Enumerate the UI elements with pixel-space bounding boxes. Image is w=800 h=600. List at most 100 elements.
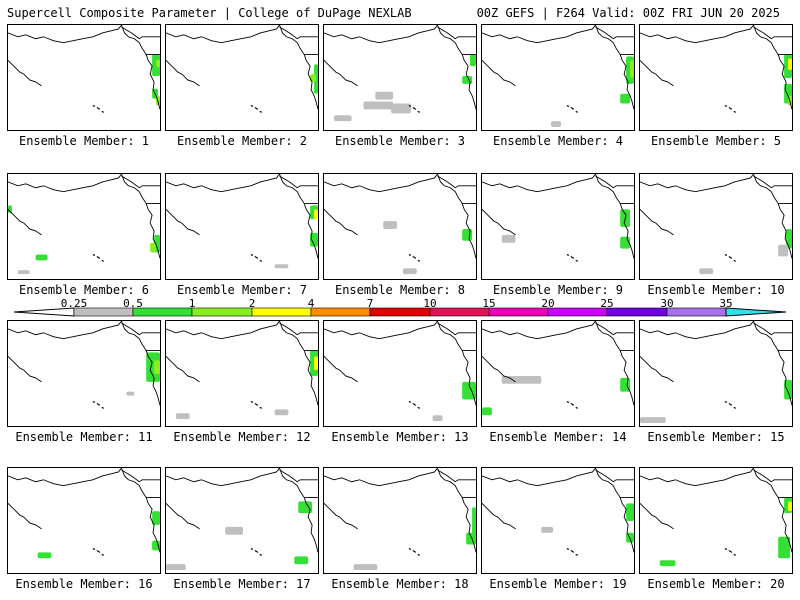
colorbar-tick-label: 30 <box>660 297 674 310</box>
coastline <box>121 174 160 259</box>
scp-field-area <box>274 264 289 269</box>
ensemble-member-label: Ensemble Member: 19 <box>489 577 627 591</box>
ensemble-member-label: Ensemble Member: 6 <box>18 283 150 297</box>
border-line <box>640 356 674 383</box>
border-line <box>640 209 674 236</box>
border-line <box>279 26 318 40</box>
hawaii-islands <box>566 547 579 556</box>
coastline <box>640 174 754 193</box>
border-line <box>166 209 200 236</box>
scp-field-area <box>640 417 666 424</box>
border-line <box>279 322 318 336</box>
border-line <box>482 60 516 87</box>
border-line <box>166 356 200 383</box>
scp-field-area <box>37 552 52 559</box>
coastline <box>753 174 792 259</box>
coastline <box>437 25 476 110</box>
hawaii-islands <box>408 104 421 113</box>
scp-field-area <box>788 58 792 71</box>
border-line <box>121 469 160 483</box>
border-line <box>753 26 792 40</box>
scp-field-area <box>156 59 160 68</box>
ensemble-map-6 <box>7 173 161 280</box>
ensemble-member-label: Ensemble Member: 12 <box>173 430 311 444</box>
colorbar-tick-label: 20 <box>541 297 555 310</box>
colorbar-tick-label: 0.5 <box>123 297 143 310</box>
hawaii-islands <box>250 104 263 113</box>
colorbar-segment <box>369 307 431 317</box>
ensemble-map-12 <box>165 320 319 427</box>
coastline <box>482 321 596 340</box>
scp-field-area <box>784 379 792 400</box>
ensemble-map-1 <box>7 24 161 131</box>
ensemble-member-label: Ensemble Member: 3 <box>334 134 466 148</box>
coastline <box>595 25 634 110</box>
ensemble-member-label: Ensemble Member: 9 <box>492 283 624 297</box>
scp-field-area <box>175 413 190 420</box>
coastline <box>8 468 122 487</box>
hawaii-islands <box>724 253 737 262</box>
colorbar-segment <box>310 307 371 317</box>
coastline <box>8 321 122 340</box>
ensemble-map-19 <box>481 467 635 574</box>
colorbar-high-arrow <box>725 307 787 317</box>
scp-field-area <box>466 532 476 545</box>
coastline <box>437 174 476 259</box>
ensemble-member-label: Ensemble Member: 18 <box>331 577 469 591</box>
scp-field-area <box>310 232 318 247</box>
scp-field-area <box>699 268 714 275</box>
colorbar-segment <box>429 307 490 317</box>
border-line <box>121 175 160 189</box>
coastline <box>279 468 318 553</box>
coastline <box>482 174 596 193</box>
ensemble-map-11 <box>7 320 161 427</box>
coastline <box>279 25 318 110</box>
ensemble-map-18 <box>323 467 477 574</box>
ensemble-member-label: Ensemble Member: 11 <box>15 430 153 444</box>
hawaii-islands <box>92 104 105 113</box>
border-line <box>324 60 358 87</box>
scp-field-area <box>353 564 378 571</box>
border-line <box>121 26 160 40</box>
border-line <box>482 356 516 383</box>
border-line <box>437 322 476 336</box>
colorbar-tick-label: 10 <box>423 297 437 310</box>
border-line <box>595 322 634 336</box>
ensemble-member-label: Ensemble Member: 1 <box>18 134 150 148</box>
border-line <box>8 356 42 383</box>
coastline <box>640 468 754 487</box>
scp-field-area <box>620 93 631 104</box>
header-valid-time: 00Z GEFS | F264 Valid: 00Z FRI JUN 20 20… <box>476 6 780 20</box>
coastline <box>595 174 634 259</box>
border-line <box>595 175 634 189</box>
ensemble-member-label: Ensemble Member: 2 <box>176 134 308 148</box>
coastline <box>166 174 280 193</box>
hawaii-islands <box>408 400 421 409</box>
ensemble-member-label: Ensemble Member: 5 <box>650 134 782 148</box>
ensemble-map-10 <box>639 173 793 280</box>
scp-field-area <box>402 268 417 275</box>
coastline <box>482 25 596 44</box>
hawaii-islands <box>566 400 579 409</box>
colorbar-tick-label: 2 <box>248 297 256 310</box>
border-line <box>166 60 200 87</box>
border-line <box>640 503 674 530</box>
hawaii-islands <box>566 253 579 262</box>
coastline <box>166 321 280 340</box>
ensemble-map-7 <box>165 173 319 280</box>
border-line <box>324 503 358 530</box>
border-line <box>595 26 634 40</box>
ensemble-member-label: Ensemble Member: 20 <box>647 577 785 591</box>
scp-field-area <box>126 391 135 396</box>
scp-field-area <box>363 101 394 110</box>
scp-field-area <box>314 209 318 220</box>
border-line <box>753 469 792 483</box>
scp-field-area <box>472 507 476 537</box>
hawaii-islands <box>724 400 737 409</box>
border-line <box>437 175 476 189</box>
scp-field-area <box>225 526 243 535</box>
hawaii-islands <box>92 547 105 556</box>
colorbar-segment <box>666 307 727 317</box>
scp-field-area <box>154 360 160 374</box>
ensemble-map-14 <box>481 320 635 427</box>
